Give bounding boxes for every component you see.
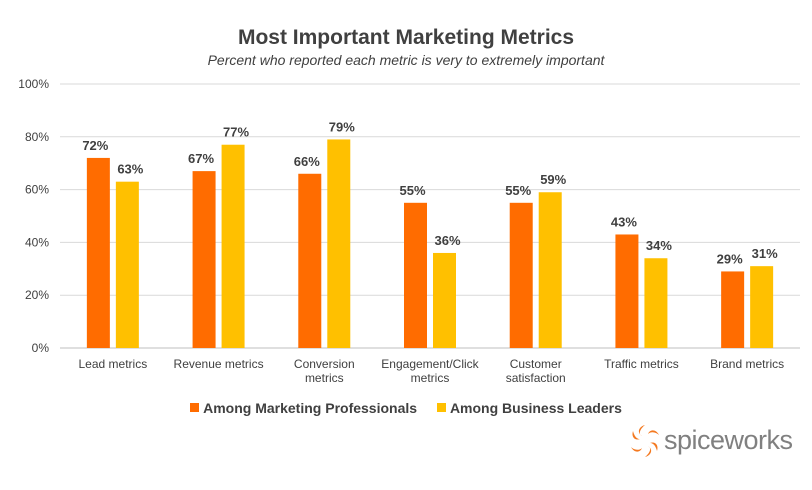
x-tick-label: Lead metrics: [79, 357, 148, 371]
x-tick-label: satisfaction: [506, 371, 566, 385]
x-tick-label: Traffic metrics: [604, 357, 679, 371]
brand-name: spiceworks: [664, 425, 793, 455]
data-label: 43%: [611, 214, 637, 229]
data-label: 55%: [399, 183, 425, 198]
legend-item-marketing: Among Marketing Professionals: [190, 400, 417, 416]
bar: [721, 271, 745, 348]
data-label: 36%: [434, 233, 460, 248]
bar: [115, 181, 139, 348]
data-label: 63%: [117, 162, 143, 177]
data-label: 29%: [717, 251, 743, 266]
legend-label-business: Among Business Leaders: [449, 400, 622, 416]
bar: [86, 157, 110, 348]
spiceworks-mark-icon: [631, 425, 659, 457]
y-tick-label: 60%: [25, 183, 49, 197]
y-tick-label: 0%: [32, 341, 50, 355]
x-tick-label: metrics: [305, 371, 344, 385]
y-tick-label: 40%: [25, 235, 49, 249]
x-tick-label: metrics: [411, 371, 450, 385]
bar: [615, 234, 639, 348]
bar: [404, 202, 427, 348]
y-tick-label: 100%: [18, 77, 49, 91]
bar: [298, 173, 322, 348]
bar: [221, 144, 245, 348]
legend-swatch-marketing: [190, 403, 200, 412]
bar: [538, 192, 562, 348]
data-label: 72%: [82, 138, 108, 153]
chart-subtitle: Percent who reported each metric is very…: [207, 52, 605, 68]
legend-label-marketing: Among Marketing Professionals: [203, 400, 418, 416]
y-tick-label: 20%: [25, 288, 49, 302]
x-tick-label: Revenue metrics: [174, 357, 264, 371]
data-label: 77%: [223, 125, 249, 140]
bar: [327, 139, 351, 348]
x-tick-label: Customer: [510, 357, 562, 371]
bar-chart: 72% 63% 67% 77% 66% 79% 55% 36% 55% 59% 43% 34% 29% 3…: [18, 77, 800, 385]
data-labels: 72% 63% 67% 77% 66% 79% 55% 36% 55% 59% 43% 34% 29% 3…: [82, 119, 778, 266]
spiceworks-logo: spiceworks: [628, 423, 798, 463]
y-axis-ticks: 0% 20% 40% 60% 80% 100%: [18, 77, 49, 355]
gridlines: [60, 83, 800, 349]
x-tick-label: Engagement/Click: [381, 357, 479, 371]
legend: Among Marketing Professionals Among Busi…: [0, 400, 812, 416]
x-tick-label: Conversion: [294, 357, 355, 371]
x-axis-ticks: Lead metrics Revenue metrics Conversionmet…: [79, 357, 785, 385]
data-label: 55%: [505, 183, 531, 198]
data-label: 59%: [540, 172, 566, 187]
legend-swatch-business: [436, 403, 446, 412]
legend-item-business: Among Business Leaders: [436, 400, 622, 416]
bars: [86, 139, 774, 348]
bar: [644, 258, 668, 348]
data-label: 31%: [752, 246, 778, 261]
data-label: 67%: [188, 151, 214, 166]
data-label: 79%: [329, 119, 355, 134]
x-tick-label: Brand metrics: [710, 357, 784, 371]
data-label: 34%: [646, 238, 672, 253]
y-tick-label: 80%: [25, 130, 49, 144]
bar: [192, 171, 216, 348]
bar: [750, 266, 774, 348]
bar: [509, 202, 533, 348]
bar: [433, 252, 456, 348]
chart-title: Most Important Marketing Metrics: [237, 26, 575, 49]
data-label: 66%: [294, 154, 320, 169]
